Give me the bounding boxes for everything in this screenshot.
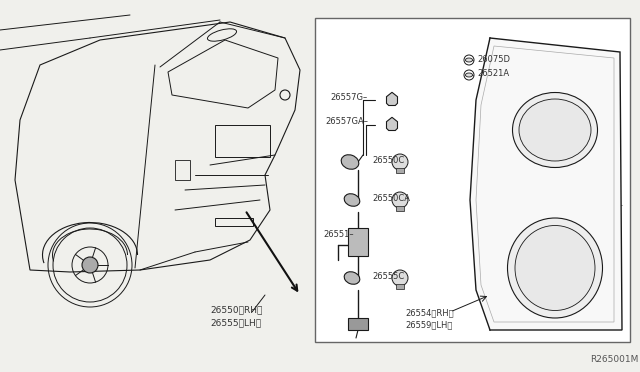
Bar xyxy=(215,125,270,157)
Text: 26557G–: 26557G– xyxy=(330,93,367,102)
Circle shape xyxy=(82,257,98,273)
Ellipse shape xyxy=(508,218,602,318)
Text: 26550CA: 26550CA xyxy=(372,194,410,203)
Text: 26554〈RH〉: 26554〈RH〉 xyxy=(405,308,454,317)
Bar xyxy=(315,18,630,342)
Circle shape xyxy=(392,192,408,208)
Ellipse shape xyxy=(515,225,595,311)
Text: 26559〈LH〉: 26559〈LH〉 xyxy=(405,320,452,329)
Ellipse shape xyxy=(344,272,360,284)
Bar xyxy=(348,228,368,256)
Polygon shape xyxy=(387,117,397,131)
Ellipse shape xyxy=(465,73,472,77)
Bar xyxy=(396,206,404,211)
Text: 26555〈LH〉: 26555〈LH〉 xyxy=(210,318,261,327)
Ellipse shape xyxy=(519,99,591,161)
Text: R265001M: R265001M xyxy=(590,355,638,364)
Polygon shape xyxy=(387,92,397,106)
Ellipse shape xyxy=(344,194,360,206)
Bar xyxy=(175,160,190,180)
Bar xyxy=(348,318,368,330)
Text: 26550〈RH〉: 26550〈RH〉 xyxy=(210,305,262,314)
Polygon shape xyxy=(470,38,622,330)
Text: 26075D: 26075D xyxy=(477,55,510,64)
Circle shape xyxy=(392,270,408,286)
Text: 26555C: 26555C xyxy=(372,272,404,281)
Text: 26521A: 26521A xyxy=(477,69,509,78)
Text: 26551–: 26551– xyxy=(323,230,354,239)
Text: 26557GA–: 26557GA– xyxy=(325,117,368,126)
Ellipse shape xyxy=(465,58,472,62)
Bar xyxy=(396,284,404,289)
Ellipse shape xyxy=(513,93,598,167)
Text: 26550C: 26550C xyxy=(372,156,404,165)
Circle shape xyxy=(392,154,408,170)
Bar xyxy=(215,218,253,226)
Ellipse shape xyxy=(341,155,359,169)
Bar xyxy=(396,168,404,173)
